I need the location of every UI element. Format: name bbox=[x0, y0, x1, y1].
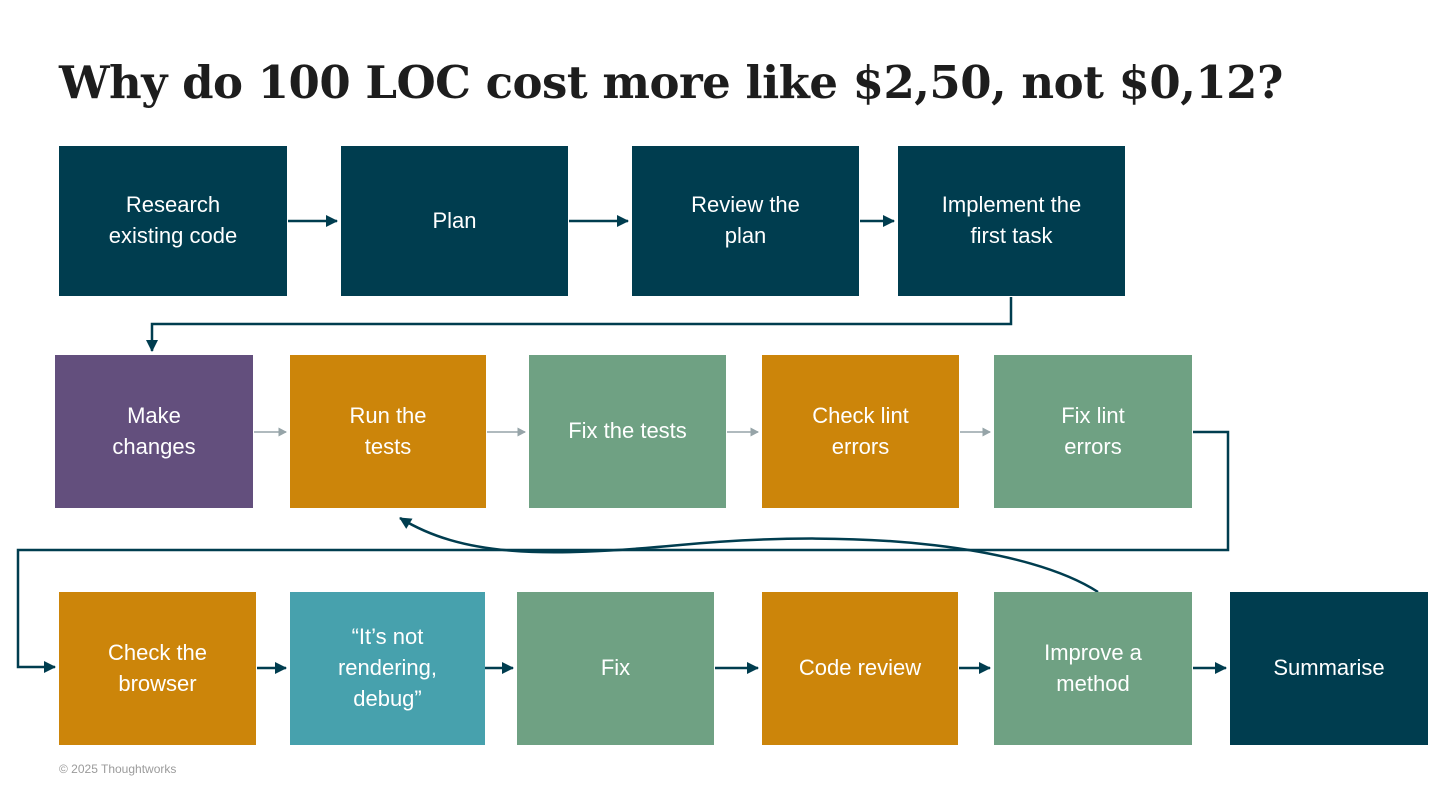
node-label: Implement the first task bbox=[941, 192, 1082, 248]
node-plan: Plan bbox=[341, 146, 568, 296]
node-check-the-browser: Check the browser bbox=[59, 592, 256, 745]
node-fix-lint-errors: Fix lint errors bbox=[994, 355, 1192, 508]
edge-improve-runtests-feedback bbox=[399, 516, 1099, 594]
node-label: Fix the tests bbox=[568, 418, 687, 444]
node-not-rendering-debug: “It’s not rendering, debug” bbox=[290, 592, 485, 745]
node-label: Check the browser bbox=[107, 639, 208, 696]
node-label: Review the plan bbox=[691, 192, 800, 248]
edge-implement-makechanges bbox=[146, 297, 1013, 352]
node-review-the-plan: Review the plan bbox=[632, 146, 859, 296]
node-implement-first-task: Implement the first task bbox=[898, 146, 1125, 296]
node-check-lint-errors: Check lint errors bbox=[762, 355, 959, 508]
node-label: Research existing code bbox=[108, 192, 238, 248]
node-improve-a-method: Improve a method bbox=[994, 592, 1192, 745]
node-label: Fix lint errors bbox=[1061, 402, 1125, 459]
node-label: Fix bbox=[600, 655, 631, 681]
node-make-changes: Make changes bbox=[55, 355, 253, 508]
node-run-the-tests: Run the tests bbox=[290, 355, 486, 508]
copyright: © 2025 Thoughtworks bbox=[59, 762, 177, 776]
node-summarise: Summarise bbox=[1230, 592, 1428, 745]
slide-title: Why do 100 LOC cost more like $2,50, not… bbox=[59, 56, 1283, 109]
node-label: Improve a method bbox=[1044, 639, 1142, 696]
node-research-existing-code: Research existing code bbox=[59, 146, 287, 296]
node-label: Summarise bbox=[1273, 655, 1385, 681]
node-label: Plan bbox=[432, 207, 477, 233]
node-fix-the-tests: Fix the tests bbox=[529, 355, 726, 508]
node-code-review: Code review bbox=[762, 592, 958, 745]
node-label: Check lint errors bbox=[812, 402, 909, 459]
node-label: “It’s not rendering, debug” bbox=[337, 624, 438, 711]
node-label: Run the tests bbox=[349, 402, 427, 459]
node-label: Make changes bbox=[112, 402, 196, 459]
node-label: Code review bbox=[798, 655, 922, 681]
node-fix: Fix bbox=[517, 592, 714, 745]
